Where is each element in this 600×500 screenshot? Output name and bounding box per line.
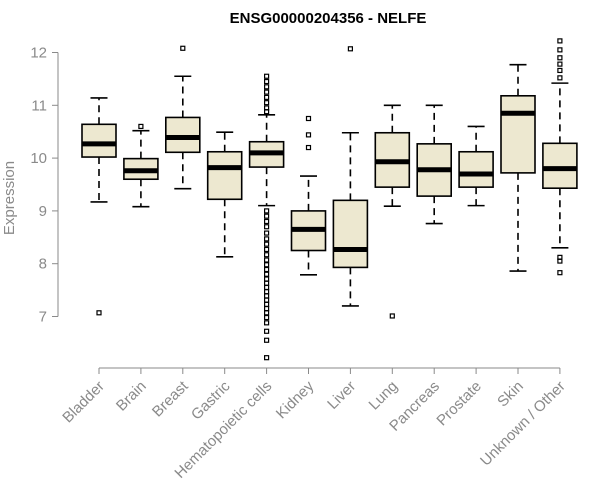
box-gastric bbox=[206, 131, 243, 258]
outlier-point bbox=[138, 123, 144, 130]
outlier-point bbox=[347, 46, 353, 52]
outlier-point bbox=[264, 73, 270, 79]
box-brain bbox=[123, 123, 159, 208]
box-prostate bbox=[458, 125, 494, 207]
outlier-point bbox=[264, 257, 270, 263]
box-pancreas bbox=[416, 104, 453, 225]
outlier-point bbox=[264, 314, 270, 321]
chart-title: ENSG00000204356 - NELFE bbox=[230, 10, 427, 27]
y-axis-label: Expression bbox=[1, 161, 18, 235]
outlier-point bbox=[264, 236, 270, 242]
outlier-point bbox=[96, 310, 102, 316]
outlier-point bbox=[264, 276, 270, 282]
x-tick-label: Bladder bbox=[59, 378, 108, 427]
outlier-point bbox=[264, 271, 270, 277]
outlier-point bbox=[264, 94, 270, 100]
y-tick-label: 12 bbox=[30, 45, 47, 62]
box-breast bbox=[165, 45, 201, 190]
outlier-point bbox=[264, 109, 270, 115]
box-liver bbox=[332, 46, 369, 307]
outlier-point bbox=[305, 132, 312, 138]
outlier-point bbox=[557, 55, 563, 61]
y-tick-label: 10 bbox=[30, 150, 47, 167]
x-tick-label: Brain bbox=[113, 378, 150, 415]
outlier-point bbox=[389, 313, 395, 319]
outlier-point bbox=[264, 266, 270, 273]
box-skin bbox=[500, 63, 536, 272]
outlier-point bbox=[264, 280, 270, 286]
outlier-point bbox=[264, 100, 270, 106]
iqr-box bbox=[500, 94, 536, 174]
box-hematopoietic-cells bbox=[248, 73, 285, 361]
outlier-point bbox=[264, 89, 270, 95]
outlier-point bbox=[264, 224, 270, 230]
box-bladder bbox=[81, 97, 117, 316]
outlier-point bbox=[264, 78, 270, 85]
iqr-box bbox=[332, 199, 369, 269]
outlier-point bbox=[264, 230, 270, 236]
outlier-point bbox=[305, 144, 312, 151]
boxes-group bbox=[81, 38, 578, 361]
outlier-point bbox=[264, 310, 270, 316]
outlier-point bbox=[264, 241, 270, 247]
outlier-point bbox=[264, 293, 270, 299]
iqr-box bbox=[542, 142, 578, 189]
outlier-point bbox=[557, 61, 563, 67]
outlier-point bbox=[264, 305, 270, 312]
x-tick-label: Lung bbox=[366, 378, 402, 414]
y-tick-label: 9 bbox=[39, 203, 47, 220]
outlier-point bbox=[557, 47, 563, 53]
outlier-point bbox=[557, 38, 563, 44]
outlier-point bbox=[557, 67, 563, 74]
iqr-box bbox=[81, 123, 117, 158]
outlier-point bbox=[264, 252, 270, 258]
outlier-point bbox=[264, 297, 270, 303]
outlier-point bbox=[264, 84, 270, 90]
outlier-point bbox=[264, 289, 270, 295]
x-tick-label: Kidney bbox=[273, 377, 318, 422]
y-tick-label: 8 bbox=[39, 256, 47, 273]
iqr-box bbox=[206, 150, 243, 201]
y-axis: 7 8 9 10 11 12 bbox=[30, 45, 59, 326]
outlier-point bbox=[305, 115, 312, 122]
x-tick-label: Skin bbox=[494, 378, 527, 411]
x-tick-label: Breast bbox=[149, 377, 192, 420]
outlier-point bbox=[264, 337, 270, 343]
outlier-point bbox=[264, 213, 270, 219]
y-tick-label: 11 bbox=[31, 97, 47, 114]
outlier-point bbox=[264, 208, 270, 214]
outlier-point bbox=[264, 355, 270, 361]
box-unknown-other bbox=[542, 38, 578, 276]
box-lung bbox=[374, 104, 411, 319]
y-tick-label: 7 bbox=[39, 309, 47, 326]
outlier-point bbox=[264, 320, 270, 326]
box-kidney bbox=[290, 115, 327, 276]
outlier-point bbox=[264, 328, 270, 334]
outlier-point bbox=[180, 45, 186, 51]
outlier-point bbox=[557, 270, 563, 276]
outlier-point bbox=[264, 218, 270, 225]
iqr-box bbox=[165, 116, 201, 154]
outlier-point bbox=[264, 301, 270, 307]
x-tick-label: Liver bbox=[324, 378, 359, 413]
iqr-box bbox=[458, 150, 494, 188]
outlier-point bbox=[264, 284, 270, 291]
x-tick-label: Prostate bbox=[433, 378, 485, 430]
outlier-point bbox=[264, 262, 270, 268]
outlier-point bbox=[557, 75, 563, 81]
outlier-point bbox=[557, 258, 563, 264]
outlier-point bbox=[264, 246, 270, 253]
